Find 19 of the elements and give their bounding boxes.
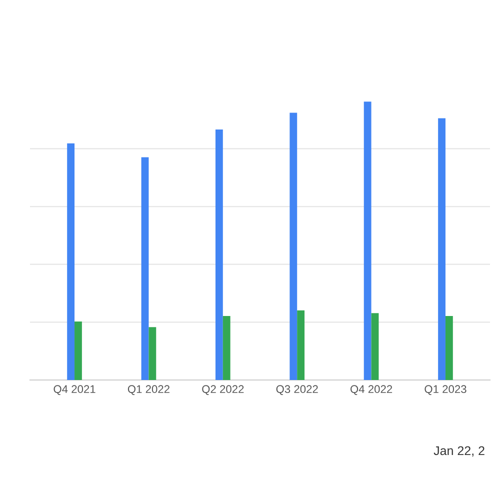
- bar: [371, 313, 379, 380]
- bar: [297, 310, 305, 380]
- bar: [215, 129, 223, 380]
- bar: [74, 322, 82, 380]
- text: Jan 22, 2: [434, 446, 484, 457]
- bar: [148, 327, 156, 380]
- x-tick-label: Q4 2021: [54, 385, 96, 396]
- bar: [67, 143, 75, 380]
- bar: [141, 157, 149, 380]
- x-tick-label: Q1 2022: [128, 385, 170, 396]
- bar: [290, 112, 298, 380]
- bar: [438, 118, 446, 380]
- bar: [222, 316, 230, 380]
- x-tick-label: Q3 2022: [276, 385, 318, 396]
- x-tick-label: Q4 2022: [350, 385, 392, 396]
- bar: [445, 316, 453, 380]
- bar: [364, 102, 372, 380]
- x-tick-label: Q1 2023: [424, 385, 466, 396]
- x-tick-label: Q2 2022: [202, 385, 244, 396]
